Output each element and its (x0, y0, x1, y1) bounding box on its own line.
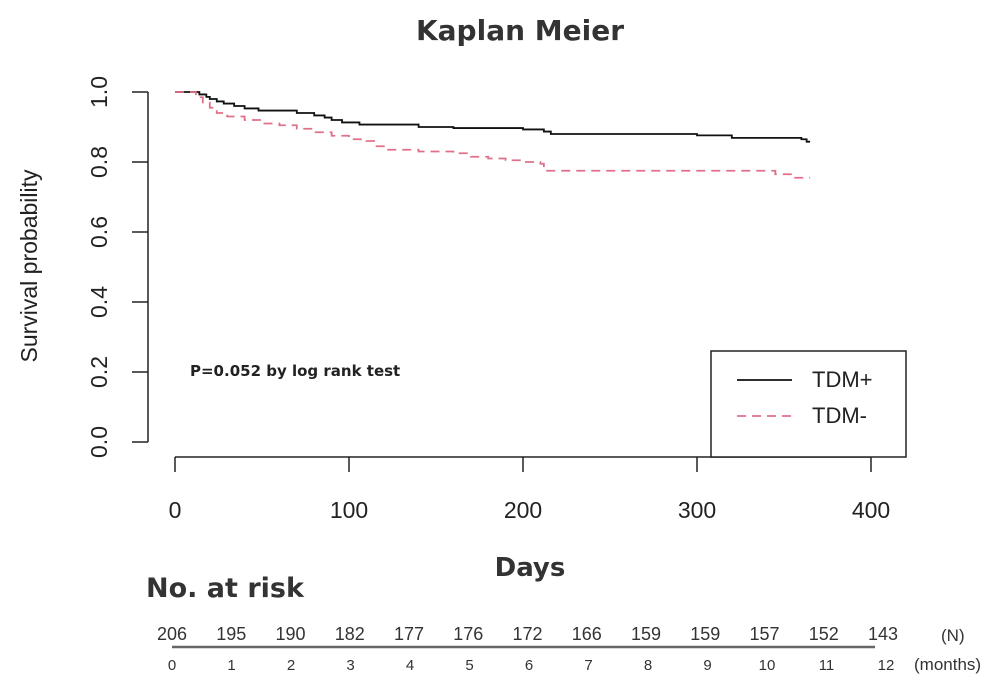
risk-month: 4 (406, 657, 414, 674)
risk-count: 172 (512, 624, 542, 644)
log-rank-annotation: P=0.052 by log rank test (190, 362, 400, 380)
risk-month: 7 (584, 657, 592, 674)
risk-months-row: 0 1 2 3 4 5 6 7 8 9 10 11 12 (168, 657, 895, 674)
risk-count: 195 (216, 624, 246, 644)
risk-table-title: No. at risk (146, 573, 305, 604)
x-tick-label: 300 (678, 497, 716, 523)
risk-month: 0 (168, 657, 176, 674)
risk-count: 166 (572, 624, 602, 644)
legend-label: TDM+ (812, 367, 873, 392)
risk-counts-row: 206 195 190 182 177 176 172 166 159 159 157 152 143 (157, 624, 898, 644)
series-line-tdm-plus (175, 91, 811, 143)
risk-count: 190 (275, 624, 305, 644)
series-layer (175, 91, 811, 179)
x-tick-label: 100 (330, 497, 368, 523)
x-tick-label: 400 (852, 497, 890, 523)
legend: TDM+ TDM- (710, 350, 907, 458)
legend-box (710, 350, 907, 458)
risk-count: 176 (453, 624, 483, 644)
risk-months-unit: (months) (914, 655, 981, 674)
risk-month: 1 (227, 657, 235, 674)
y-tick-label: 0.4 (86, 286, 112, 318)
y-axis-ticks: 0.0 0.2 0.4 0.6 0.8 1.0 (86, 76, 148, 458)
risk-month: 11 (819, 657, 835, 674)
risk-month: 10 (759, 657, 776, 674)
y-tick-label: 0.6 (86, 216, 112, 248)
legend-items: TDM+ TDM- (737, 367, 873, 428)
y-tick-label: 0.2 (86, 356, 112, 388)
risk-month: 6 (525, 657, 533, 674)
x-axis-ticks: 0 100 200 300 400 (169, 457, 890, 523)
y-tick-label: 0.8 (86, 146, 112, 178)
risk-count: 159 (631, 624, 661, 644)
risk-month: 9 (703, 657, 711, 674)
risk-month: 8 (644, 657, 652, 674)
risk-count: 152 (809, 624, 839, 644)
risk-month: 12 (878, 657, 895, 674)
chart-title: Kaplan Meier (416, 14, 624, 47)
risk-month: 3 (346, 657, 354, 674)
x-tick-label: 0 (169, 497, 182, 523)
y-tick-label: 0.0 (86, 426, 112, 458)
risk-count: 177 (394, 624, 424, 644)
risk-count: 206 (157, 624, 187, 644)
legend-label: TDM- (812, 403, 867, 428)
y-tick-label: 1.0 (86, 76, 112, 108)
risk-count: 143 (868, 624, 898, 644)
risk-month: 2 (287, 657, 295, 674)
risk-counts-unit: (N) (941, 626, 965, 645)
risk-count: 182 (335, 624, 365, 644)
x-axis-label: Days (495, 553, 566, 583)
risk-count: 157 (749, 624, 779, 644)
risk-count: 159 (690, 624, 720, 644)
y-axis-label: Survival probability (16, 169, 42, 363)
x-tick-label: 200 (504, 497, 542, 523)
risk-month: 5 (465, 657, 473, 674)
